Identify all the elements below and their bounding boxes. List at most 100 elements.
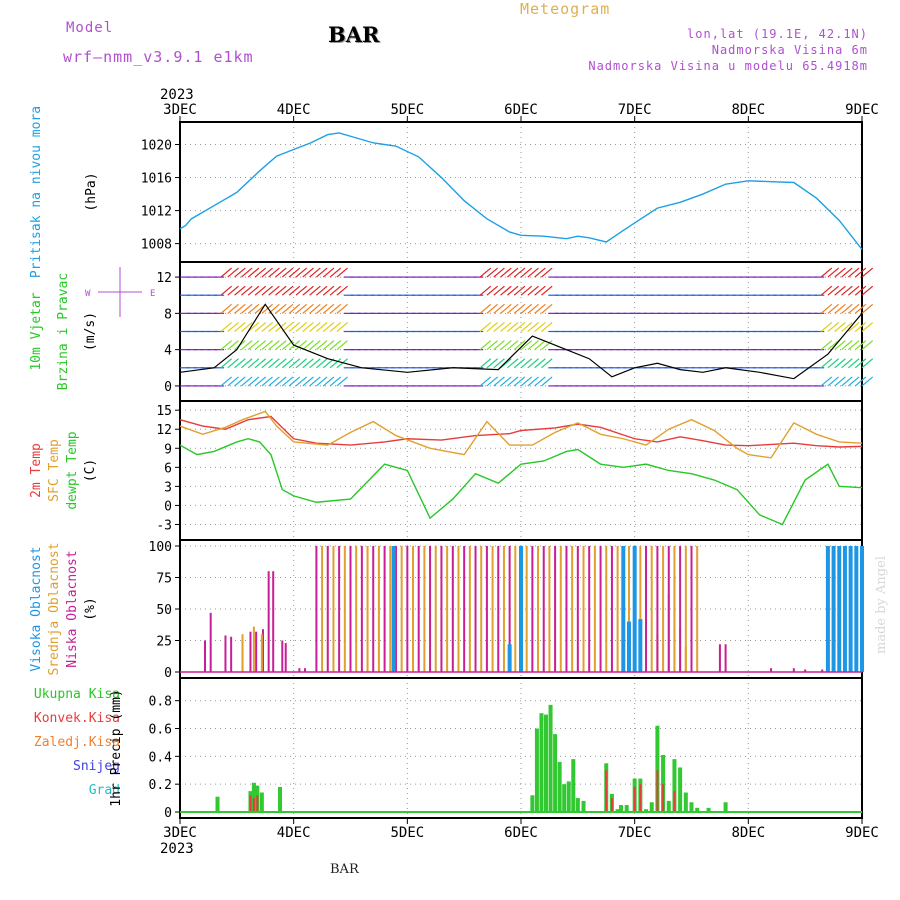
wind-barb [336, 376, 348, 387]
wind-barb [841, 322, 853, 332]
precip-total-bar [581, 800, 586, 812]
wind-barb [534, 303, 546, 314]
cloud-dense-bar [429, 546, 432, 672]
wind-barb [329, 285, 342, 296]
wind-barb [281, 376, 294, 387]
model-elevation-label: Nadmorska Visina u modelu 65.4918m [588, 59, 868, 73]
cloud-dense-bar [650, 546, 653, 672]
wind-barb [506, 267, 519, 278]
wind-barb [281, 303, 294, 314]
wind-barb [261, 267, 273, 278]
wind-barb [541, 376, 553, 387]
precip-total-bar [553, 734, 558, 812]
wind-barb [534, 340, 546, 351]
precip-legend-item: Snijeg [73, 759, 120, 774]
wind-barb [220, 285, 233, 296]
wind-barb [234, 267, 246, 278]
precip-conv-bar [252, 798, 255, 812]
wind-barb [820, 322, 833, 332]
wind-barb [268, 267, 280, 278]
wind-barb [288, 358, 301, 369]
cloud-dense-bar [662, 546, 665, 672]
precip-total-bar [723, 802, 728, 812]
wind-barb [500, 376, 512, 387]
wind-barb [834, 267, 846, 278]
wind-barb [247, 267, 260, 278]
wind-barb [336, 358, 348, 369]
y-axis-label: 2m Temp [29, 443, 44, 498]
wind-barb [254, 376, 267, 387]
wind-barb [854, 340, 867, 351]
wind-speed-line [179, 303, 863, 380]
wind-barb [486, 376, 498, 387]
wind-barb [486, 285, 498, 296]
wind-barb [834, 285, 846, 296]
wind-barb [506, 376, 519, 387]
wind-barb [309, 285, 321, 296]
cloud-dense-bar [531, 546, 534, 672]
cloud-dense-bar [446, 546, 449, 672]
y-axis-label: (C) [83, 459, 98, 482]
cloud-dense-bar [400, 546, 403, 672]
cloud-low-bar [249, 631, 252, 672]
cloud-dense-bar [576, 546, 579, 672]
wind-barb [240, 340, 253, 351]
cloud-low-bar [724, 644, 727, 672]
time-label-top: 3DEC [163, 102, 197, 118]
wind-barb [493, 267, 505, 278]
y-tick-label: 12 [156, 423, 172, 438]
cloud-dense-bar [610, 546, 613, 672]
wind-barb [302, 376, 314, 387]
footer-station: BAR [330, 862, 359, 877]
series-dewpt [179, 438, 863, 526]
cloud-high-bar [626, 621, 631, 672]
cloud-dense-bar [497, 546, 500, 672]
precip-conv-bar [605, 770, 608, 812]
cloud-dense-bar [457, 546, 460, 672]
wind-barb [295, 267, 308, 278]
wind-barb [820, 376, 833, 387]
wind-barb [527, 340, 539, 351]
wind-barb [295, 322, 308, 332]
cloud-dense-bar [406, 546, 409, 672]
wind-barb [847, 358, 860, 369]
y-axis-label: (%) [83, 597, 98, 620]
cloud-dense-bar [383, 546, 386, 672]
cloud-low-bar [821, 669, 824, 672]
cloud-dense-bar [508, 546, 511, 672]
time-label-top: 8DEC [731, 102, 765, 118]
cloud-dense-bar [366, 546, 369, 672]
wind-barb [309, 267, 321, 278]
wind-barb [295, 340, 308, 351]
wind-barb [861, 285, 874, 296]
cloud-dense-bar [332, 546, 335, 672]
wind-barb [261, 285, 273, 296]
wind-barb [506, 322, 519, 332]
wind-barb [827, 376, 839, 387]
cloud-high-bar [831, 546, 836, 672]
wind-barb [316, 376, 328, 387]
precip-total-bar [557, 761, 562, 812]
cloud-high-bar [848, 546, 853, 672]
wind-barb [261, 340, 273, 351]
wind-barb [493, 322, 505, 332]
wind-barb [254, 322, 267, 332]
wind-barb [827, 358, 839, 369]
wind-barb [247, 340, 260, 351]
wind-barb [295, 358, 308, 369]
precip-total-bar [689, 802, 694, 812]
wind-barb [227, 340, 239, 351]
wind-barb [309, 340, 321, 351]
wind-barb [827, 285, 839, 296]
wind-barb [827, 267, 839, 278]
precip-conv-bar [662, 784, 665, 812]
cloud-high-bar [519, 546, 523, 672]
cloud-dense-bar [656, 546, 659, 672]
wind-barb [322, 285, 335, 296]
wind-barb [500, 340, 512, 351]
wind-barb [854, 358, 867, 369]
precip-total-bar [649, 802, 654, 812]
cloud-mid-bar [241, 634, 244, 672]
lonlat-label: lon,lat (19.1E, 42.1N) [687, 27, 868, 41]
cloud-dense-bar [355, 546, 358, 672]
